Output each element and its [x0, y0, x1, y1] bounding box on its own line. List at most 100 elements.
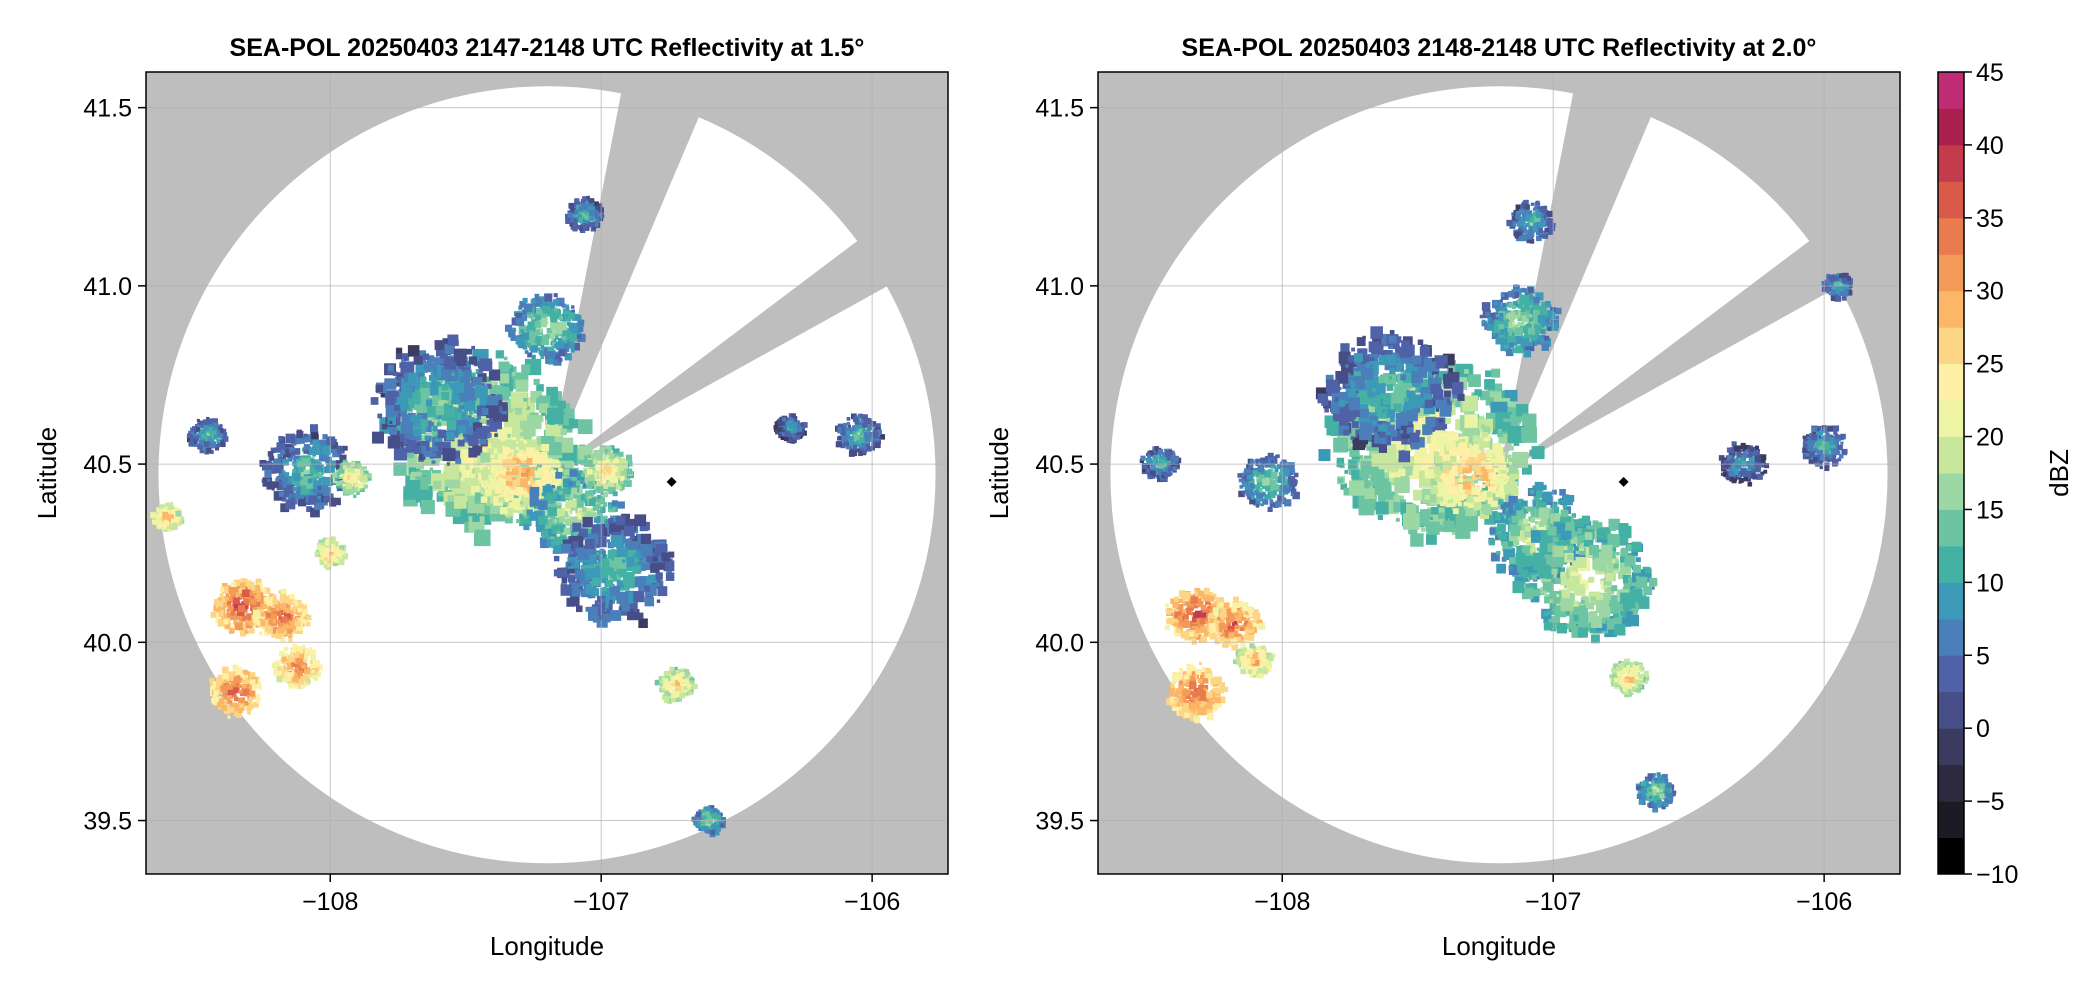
left-echo-pixel: [531, 354, 536, 360]
left-echo-pixel: [610, 552, 619, 561]
left-echo-pixel: [300, 469, 311, 480]
left-echo-pixel: [334, 477, 339, 482]
left-echo-pixel: [575, 224, 581, 230]
left-echo-pixel: [353, 473, 358, 478]
left-echo-pixel: [569, 585, 581, 597]
left-echo-pixel: [498, 497, 505, 503]
left-echo-pixel: [236, 608, 245, 616]
left-echo-pixel: [622, 468, 627, 473]
left-echo-pixel: [233, 597, 240, 605]
left-echo-pixel: [867, 424, 873, 431]
left-echo-pixel: [596, 509, 603, 515]
left-echo-pixel: [269, 607, 273, 611]
left-echo-pixel: [586, 528, 594, 537]
left-echo-pixel: [284, 472, 290, 477]
left-echo-pixel: [289, 493, 293, 497]
left-echo-pixel: [283, 653, 288, 658]
left-echo-pixel: [224, 623, 231, 630]
left-echo-pixel: [167, 526, 173, 532]
left-echo-pixel: [605, 594, 612, 600]
left-echo-pixel: [345, 462, 351, 468]
left-echo-pixel: [607, 454, 611, 458]
left-echo-pixel: [276, 611, 282, 617]
left-echo-pixel: [596, 212, 602, 218]
left-echo-pixel: [546, 331, 555, 339]
left-echo-pixel: [658, 556, 664, 563]
left-echo-pixel: [864, 428, 869, 433]
left-echo-pixel: [216, 702, 222, 708]
left-echo-pixel: [318, 454, 326, 462]
left-echo-pixel: [777, 421, 782, 426]
left-echo-pixel: [496, 394, 503, 400]
left-echo-pixel: [243, 598, 250, 605]
left-echo-pixel: [264, 619, 270, 625]
left-echo-pixel: [632, 535, 638, 542]
left-echo-pixel: [504, 515, 513, 524]
left-echo-pixel: [159, 508, 163, 512]
left-echo-pixel: [495, 350, 504, 359]
left-echo-pixel: [311, 477, 316, 482]
left-echo-pixel: [638, 587, 644, 593]
left-echo-pixel: [796, 423, 801, 428]
left-echo-pixel: [577, 548, 590, 561]
left-echo-pixel: [597, 215, 604, 222]
left-echo-pixel: [570, 551, 574, 555]
left-echo-pixel: [314, 503, 322, 510]
right-echo-pixel: [1469, 490, 1481, 502]
left-echo-pixel: [362, 475, 368, 481]
left-echo-pixel: [194, 436, 200, 441]
left-echo-pixel: [242, 684, 247, 689]
left-echo-pixel: [558, 316, 564, 321]
left-echo-pixel: [610, 515, 620, 526]
left-echo-pixel: [418, 445, 427, 454]
left-echo-pixel: [309, 660, 313, 664]
left-echo-pixel: [223, 602, 229, 608]
left-echo-pixel: [298, 674, 305, 681]
left-echo-pixel: [568, 323, 577, 332]
left-echo-pixel: [347, 467, 353, 473]
left-echo-pixel: [578, 217, 584, 223]
left-echo-pixel: [543, 519, 553, 529]
left-echo-pixel: [642, 576, 652, 586]
left-echo-pixel: [540, 336, 550, 346]
left-echo-pixel: [268, 619, 273, 625]
left-radar-marker-layer: [666, 476, 677, 487]
left-echo-pixel: [578, 326, 584, 332]
left-echo-pixel: [858, 413, 863, 419]
left-echo-pixel: [282, 631, 287, 636]
left-echo-pixel: [849, 441, 853, 445]
left-echo-pixel: [600, 558, 610, 568]
left-echo-pixel: [381, 423, 388, 430]
left-echo-pixel: [557, 400, 566, 409]
left-echo-pixel: [852, 451, 858, 457]
left-echo-pixel: [224, 699, 229, 705]
left-echo-pixel: [589, 215, 595, 221]
left-echo-pixel: [394, 404, 401, 412]
left-y-tick-label: 40.5: [83, 451, 132, 479]
left-echo-pixel: [571, 313, 579, 321]
left-echo-pixel: [856, 448, 861, 453]
left-echo-pixel: [356, 463, 361, 468]
left-echo-pixel: [584, 539, 595, 549]
left-echo-pixel: [249, 690, 256, 697]
left-echo-pixel: [571, 309, 575, 314]
left-echo-pixel: [277, 627, 285, 634]
left-echo-pixel: [416, 408, 423, 415]
left-echo-pixel: [523, 303, 533, 312]
left-echo-pixel: [323, 553, 330, 560]
left-echo-pixel: [540, 355, 545, 360]
left-echo-pixel: [612, 491, 618, 497]
right-echo-pixel: [1484, 379, 1495, 390]
left-echo-pixel: [265, 599, 273, 606]
left-echo-pixel: [401, 378, 412, 390]
left-echo-pixel: [625, 548, 637, 560]
left-echo-pixel: [643, 585, 650, 592]
left-echo-pixel: [435, 405, 446, 416]
left-echo-pixel: [281, 498, 286, 502]
left-echo-pixel: [508, 501, 514, 507]
left-echo-pixel: [328, 546, 335, 552]
left-echo-pixel: [466, 348, 473, 355]
left-echo-pixel: [688, 691, 693, 696]
left-echo-pixel: [610, 549, 616, 554]
left-echo-pixel: [254, 594, 259, 599]
